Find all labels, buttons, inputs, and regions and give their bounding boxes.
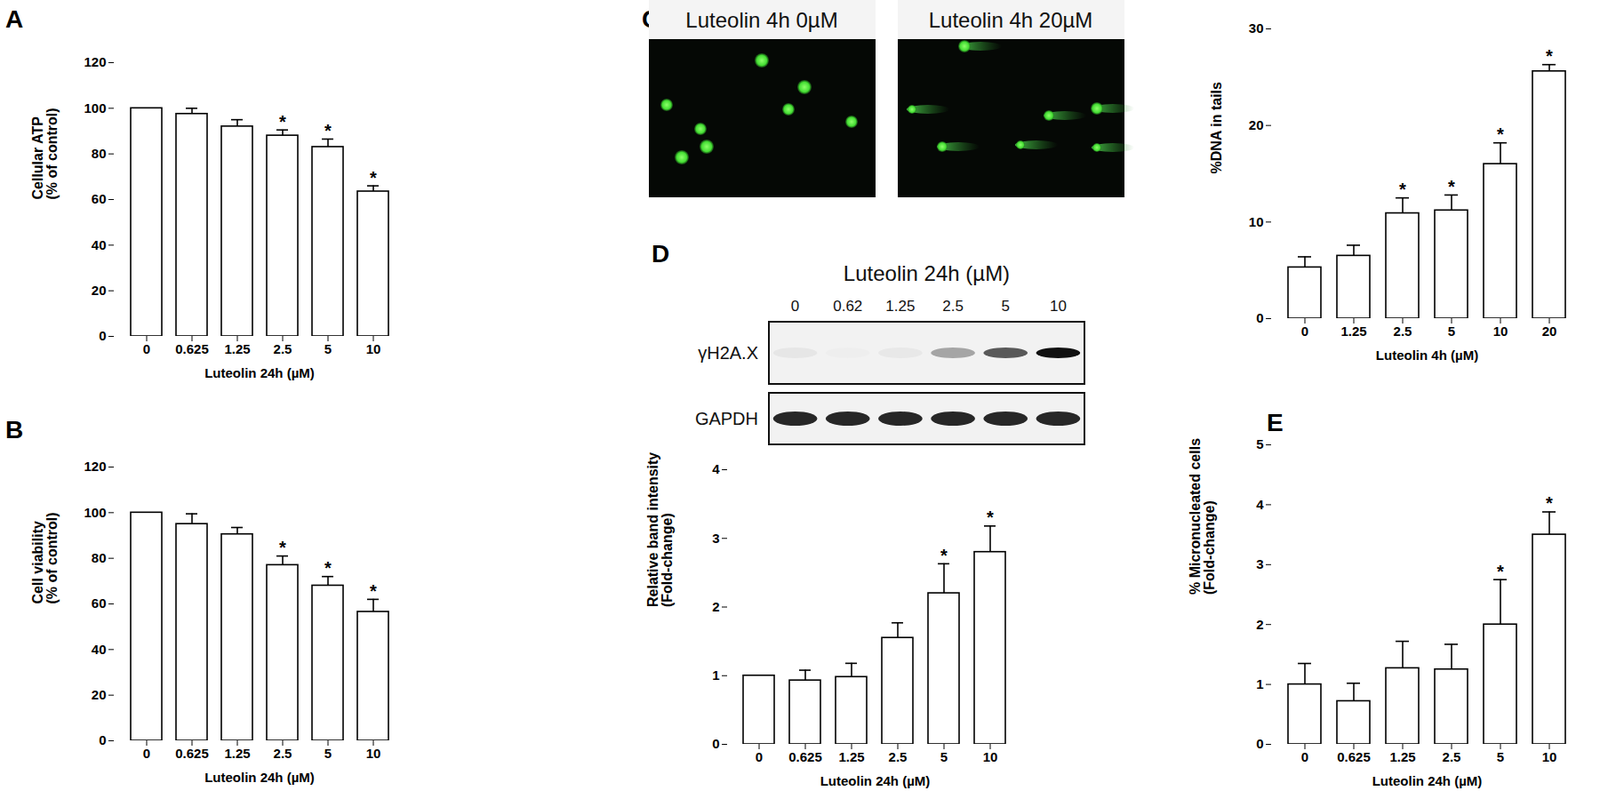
svg-text:*: * <box>1448 176 1456 197</box>
svg-text:*: * <box>940 545 948 566</box>
svg-text:40: 40 <box>91 237 107 253</box>
svg-text:80: 80 <box>91 550 107 566</box>
svg-text:20: 20 <box>91 687 107 703</box>
svg-text:Luteolin 24h (µM): Luteolin 24h (µM) <box>204 769 315 785</box>
html-text:B: B <box>5 416 24 444</box>
svg-text:*: * <box>1545 46 1553 66</box>
svg-text:2: 2 <box>1256 616 1264 632</box>
svg-text:120: 120 <box>83 54 106 70</box>
svg-text:0: 0 <box>791 297 800 315</box>
svg-text:20: 20 <box>91 282 107 298</box>
svg-text:0: 0 <box>143 341 151 357</box>
svg-text:3: 3 <box>1256 556 1264 572</box>
svg-text:*: * <box>369 168 377 188</box>
svg-text:0.625: 0.625 <box>788 749 823 765</box>
svg-text:3: 3 <box>712 530 720 546</box>
svg-text:2.5: 2.5 <box>942 297 964 315</box>
svg-text:%DNA in tails: %DNA in tails <box>1208 81 1224 175</box>
svg-text:10: 10 <box>1049 297 1067 315</box>
svg-text:0.62: 0.62 <box>832 297 863 315</box>
svg-text:60: 60 <box>91 191 107 207</box>
svg-text:Luteolin 24h (µM): Luteolin 24h (µM) <box>820 773 931 789</box>
svg-text:0: 0 <box>98 328 106 344</box>
svg-text:10: 10 <box>1493 323 1509 339</box>
svg-text:1: 1 <box>712 667 720 683</box>
html-text:E: E <box>1266 408 1284 437</box>
svg-text:Luteolin 4h (µM): Luteolin 4h (µM) <box>1376 347 1479 363</box>
svg-text:% Micronucleated cells(Fold-ch: % Micronucleated cells(Fold-change) <box>1187 438 1217 595</box>
svg-text:*: * <box>279 537 287 558</box>
svg-text:Luteolin 24h (µM): Luteolin 24h (µM) <box>843 261 1010 286</box>
svg-text:100: 100 <box>83 100 106 116</box>
svg-text:*: * <box>1545 493 1553 513</box>
svg-text:2.5: 2.5 <box>273 745 293 761</box>
svg-text:Luteolin 4h 20µM: Luteolin 4h 20µM <box>928 8 1094 32</box>
html-text:D: D <box>651 240 670 268</box>
svg-text:10: 10 <box>983 749 999 765</box>
svg-text:0: 0 <box>1301 323 1309 339</box>
svg-text:5: 5 <box>1448 323 1456 339</box>
svg-text:0.625: 0.625 <box>1336 749 1371 765</box>
svg-text:5: 5 <box>1496 749 1504 765</box>
svg-text:2.5: 2.5 <box>1393 323 1413 339</box>
svg-text:1.25: 1.25 <box>1340 323 1367 339</box>
svg-text:5: 5 <box>1256 436 1264 452</box>
svg-text:0: 0 <box>1256 736 1264 752</box>
svg-text:5: 5 <box>1001 297 1010 315</box>
svg-text:0: 0 <box>712 736 720 752</box>
svg-text:1.25: 1.25 <box>224 341 250 357</box>
svg-text:0: 0 <box>755 749 763 765</box>
svg-text:0.625: 0.625 <box>175 745 209 761</box>
svg-text:60: 60 <box>91 595 107 611</box>
html-text:C: C <box>641 5 660 33</box>
svg-text:120: 120 <box>83 458 106 474</box>
svg-text:Relative band intensity(Fold-c: Relative band intensity(Fold-change) <box>645 452 675 608</box>
svg-text:Cell viability(% of control): Cell viability(% of control) <box>30 512 60 604</box>
svg-text:*: * <box>324 558 332 578</box>
svg-text:5: 5 <box>324 745 332 761</box>
svg-text:Cellular ATP(% of control): Cellular ATP(% of control) <box>30 107 60 200</box>
svg-text:4: 4 <box>712 461 720 477</box>
svg-text:30: 30 <box>1248 20 1264 36</box>
svg-text:4: 4 <box>1256 496 1264 512</box>
svg-text:*: * <box>1496 124 1504 144</box>
svg-text:1: 1 <box>1256 676 1264 692</box>
svg-text:40: 40 <box>91 641 107 657</box>
svg-text:80: 80 <box>91 145 107 161</box>
svg-text:1.25: 1.25 <box>1389 749 1416 765</box>
svg-text:*: * <box>1399 179 1407 200</box>
svg-text:10: 10 <box>1542 749 1558 765</box>
svg-text:0: 0 <box>1301 749 1309 765</box>
svg-text:0: 0 <box>98 732 106 748</box>
svg-text:10: 10 <box>366 341 382 357</box>
svg-text:0: 0 <box>1256 310 1264 326</box>
svg-text:Luteolin 24h (µM): Luteolin 24h (µM) <box>1372 773 1483 789</box>
svg-text:10: 10 <box>1248 214 1264 230</box>
svg-text:*: * <box>279 112 287 132</box>
svg-text:1.25: 1.25 <box>885 297 915 315</box>
html-text:A: A <box>5 5 24 33</box>
svg-text:1.25: 1.25 <box>838 749 864 765</box>
svg-text:GAPDH: GAPDH <box>695 408 759 429</box>
svg-text:2.5: 2.5 <box>273 341 293 357</box>
svg-text:2.5: 2.5 <box>1442 749 1462 765</box>
svg-text:2: 2 <box>712 599 720 615</box>
svg-text:0: 0 <box>143 745 151 761</box>
svg-text:20: 20 <box>1542 323 1558 339</box>
svg-text:*: * <box>369 581 377 601</box>
svg-text:0.625: 0.625 <box>175 341 209 357</box>
svg-text:5: 5 <box>324 341 332 357</box>
svg-text:Luteolin 4h 0µM: Luteolin 4h 0µM <box>685 8 838 32</box>
svg-text:1.25: 1.25 <box>224 745 250 761</box>
svg-text:*: * <box>1496 561 1504 582</box>
svg-text:2.5: 2.5 <box>888 749 908 765</box>
svg-text:Luteolin 24h (µM): Luteolin 24h (µM) <box>204 365 315 381</box>
svg-text:100: 100 <box>83 504 106 520</box>
svg-text:γH2A.X: γH2A.X <box>697 343 759 363</box>
svg-text:*: * <box>324 120 332 141</box>
svg-text:20: 20 <box>1248 117 1264 133</box>
svg-text:*: * <box>986 507 994 528</box>
svg-text:10: 10 <box>366 745 382 761</box>
svg-text:5: 5 <box>940 749 948 765</box>
